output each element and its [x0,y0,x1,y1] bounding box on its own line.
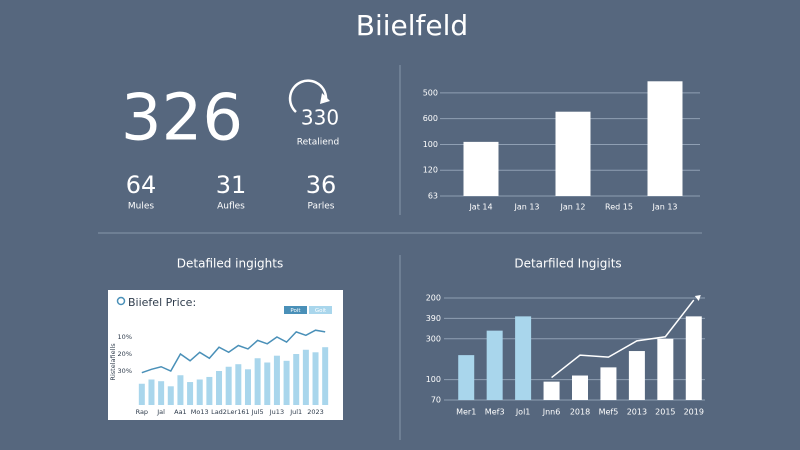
x-tick-label: Aa1 [174,408,187,416]
x-tick-label: Jat 14 [468,203,492,212]
x-tick-label: Ler161 [227,408,250,416]
arrow-head [694,295,701,302]
stat-label: Parles [308,202,335,212]
bar [158,381,165,405]
x-tick-label: Mef5 [599,408,619,417]
bar [206,376,213,405]
line [141,329,326,374]
x-tick-label: Ju13 [269,408,284,416]
stat-value: 31 [216,171,247,199]
stat-value: 64 [126,171,157,199]
legend-swatch [309,306,332,314]
y-tick-label: 10% [118,333,132,341]
bar [463,141,499,196]
bar [196,379,203,405]
bar [187,382,194,405]
y-tick-label: 390 [426,314,441,323]
refresh-icon [320,93,330,104]
x-tick-label: Red 15 [605,203,633,212]
bar [486,330,503,400]
bar [515,316,532,400]
y-tick-label: 30% [118,367,132,375]
bar [216,371,223,405]
x-tick-label: 2013 [627,408,647,417]
legend-swatch [284,306,307,314]
y-tick-label: 600 [423,114,438,123]
bar [322,347,329,405]
line [551,299,695,379]
bar [647,81,683,196]
bar [235,364,242,405]
kpi-secondary-value: 330 [301,106,339,130]
bar [177,375,184,405]
x-tick-label: Lad2 [211,408,227,416]
bar [657,338,674,400]
x-tick-label: 2015 [655,408,675,417]
section-title: Detafiled ingights [177,257,283,271]
bar [685,316,702,400]
y-tick-label: 100 [426,375,441,384]
x-tick-label: Rap [136,408,148,416]
x-tick-label: 2023 [307,408,324,416]
x-tick-label: Jan 13 [513,203,539,212]
refresh-icon [288,79,328,113]
bar [264,362,271,405]
x-tick-label: Jol1 [515,408,531,417]
bar [555,111,591,196]
chart-title: Biiefel Price: [128,296,196,309]
stat-label: Aufles [217,202,245,212]
bar [148,379,155,405]
y-tick-label: 20% [118,350,132,358]
y-tick-label: 200 [426,294,441,303]
legend-label: Poit [290,308,301,314]
bar [600,367,617,400]
bar [312,352,319,405]
x-tick-label: Jul5 [251,408,264,416]
x-tick-label: Mo13 [191,408,209,416]
x-tick-label: Jul1 [289,408,302,416]
page-title: Biielfeld [356,9,468,42]
bar [138,383,145,405]
x-tick-label: Jal [156,408,165,416]
card-icon [116,296,126,306]
kpi-main: 326 [121,82,243,156]
x-tick-label: Mer1 [456,408,476,417]
bar [458,355,475,400]
charts: 500 600 100 120 63 Jat 14 Jan 13 Jan 12 Red 15 Ja… [109,81,705,417]
bar [572,375,588,400]
bar [628,351,645,400]
y-axis-label: Ristelafiells [109,343,117,381]
x-tick-label: 2018 [570,408,590,417]
y-tick-label: 70 [431,396,441,405]
x-tick-label: Jan 13 [651,203,677,212]
bar [167,386,174,405]
section-title: Detarfiled Ingigits [514,257,621,271]
y-tick-label: 500 [423,88,438,97]
y-tick-label: 300 [426,334,441,343]
x-tick-label: Mef3 [485,408,505,417]
bar [302,349,309,405]
bar [244,369,251,405]
y-tick-label: 63 [428,192,438,201]
x-tick-label: Jan 12 [559,203,585,212]
y-tick-label: 120 [423,166,438,175]
bar [225,366,232,405]
bar [254,358,261,405]
stat-value: 36 [306,171,337,199]
stat-label: Mules [128,202,155,212]
bar [273,355,280,405]
kpi-secondary-label: Retaliend [297,138,339,148]
x-tick-label: Jnn6 [542,408,561,417]
y-tick-label: 100 [423,140,438,149]
bar [293,354,300,405]
bar [283,360,290,405]
bar [543,381,560,400]
legend-label: Goit [315,308,327,314]
x-tick-label: 2019 [684,408,704,417]
